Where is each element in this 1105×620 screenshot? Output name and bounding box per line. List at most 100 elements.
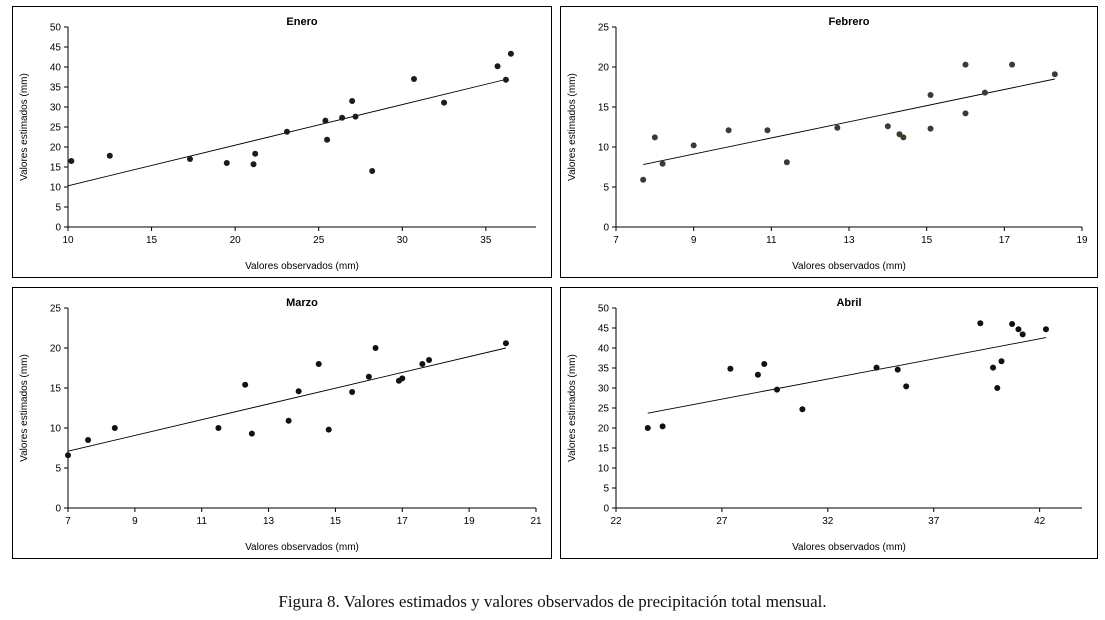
data-point — [927, 92, 934, 98]
data-point — [690, 142, 697, 149]
x-tick-label: 19 — [1076, 235, 1088, 246]
chart-svg: 0 5 10 15 20 25 30 35 40 45 50 10 15 20 25 30 35 Enero Val… — [19, 16, 536, 272]
chart-panel-febrero: 0 5 10 15 20 25 7 9 11 13 15 17 19 Febrero Valores obs… — [560, 6, 1098, 278]
y-tick-label: 25 — [598, 23, 610, 34]
data-point — [369, 168, 376, 174]
data-point — [903, 383, 910, 390]
x-axis-label: Valores observados (mm) — [245, 542, 359, 553]
data-point — [399, 375, 406, 382]
data-point — [659, 160, 666, 167]
data-point — [962, 61, 969, 68]
data-point — [187, 156, 194, 162]
y-tick-label: 10 — [598, 464, 610, 475]
data-point — [242, 381, 249, 388]
chart-title: Febrero — [829, 16, 870, 28]
data-point — [372, 345, 379, 351]
y-axis-label: Valores estimados (mm) — [567, 354, 578, 462]
y-axis-label: Valores estimados (mm) — [567, 73, 578, 181]
chart-title: Marzo — [286, 297, 318, 309]
y-tick-label: 45 — [598, 324, 610, 335]
y-tick-label: 40 — [50, 63, 62, 74]
data-point — [761, 361, 768, 367]
y-tick-label: 20 — [50, 344, 62, 355]
y-tick-label: 40 — [598, 344, 610, 355]
y-tick-label: 30 — [50, 103, 62, 114]
y-tick-label: 25 — [50, 123, 62, 134]
data-point — [419, 361, 426, 367]
y-tick-label: 0 — [55, 504, 61, 515]
data-point — [644, 425, 651, 431]
data-point — [324, 136, 331, 143]
data-point — [799, 406, 806, 413]
x-tick-label: 15 — [330, 516, 342, 527]
trend-line — [647, 337, 1047, 414]
y-tick-label: 5 — [603, 484, 609, 495]
y-tick-label: 25 — [598, 404, 610, 415]
y-tick-label: 15 — [50, 384, 62, 395]
data-point — [977, 320, 984, 327]
data-point — [349, 98, 356, 104]
data-point — [410, 76, 417, 82]
y-tick-label: 10 — [598, 143, 610, 154]
y-tick-label: 20 — [598, 424, 610, 435]
y-axis-label: Valores estimados (mm) — [19, 354, 30, 462]
y-tick-label: 50 — [598, 304, 610, 315]
data-point — [325, 426, 332, 433]
y-tick-label: 10 — [50, 183, 62, 194]
data-point — [894, 366, 901, 373]
x-axis-label: Valores observados (mm) — [792, 261, 906, 272]
data-point — [659, 423, 666, 430]
x-tick-label: 19 — [464, 516, 476, 527]
data-point — [352, 113, 359, 120]
data-point — [295, 388, 302, 395]
x-tick-label: 17 — [999, 235, 1011, 246]
data-point — [725, 127, 732, 134]
data-point — [507, 50, 514, 57]
chart-panel-marzo: 0 5 10 15 20 25 7 9 11 13 15 17 19 21 Marzo Valores obs… — [12, 287, 552, 559]
data-point — [283, 128, 290, 135]
chart-title: Abril — [836, 297, 861, 309]
x-tick-label: 25 — [313, 235, 325, 246]
data-point — [339, 114, 346, 121]
data-point — [651, 134, 658, 141]
y-tick-label: 30 — [598, 384, 610, 395]
y-tick-label: 5 — [55, 203, 61, 214]
data-point — [441, 99, 448, 106]
data-point — [349, 389, 356, 395]
x-tick-label: 11 — [766, 235, 777, 246]
data-point — [783, 159, 790, 166]
data-point — [1009, 321, 1016, 327]
data-point — [640, 176, 647, 183]
data-point — [900, 134, 907, 141]
y-tick-label: 5 — [55, 464, 61, 475]
data-point — [998, 358, 1005, 365]
figure-caption: Figura 8. Valores estimados y valores ob… — [278, 592, 827, 611]
y-tick-label: 25 — [50, 304, 62, 315]
data-point — [502, 340, 509, 347]
y-tick-label: 20 — [598, 63, 610, 74]
data-point — [990, 364, 997, 371]
data-point — [834, 124, 841, 131]
x-axis-label: Valores observados (mm) — [792, 542, 906, 553]
y-tick-label: 15 — [50, 163, 62, 174]
y-tick-label: 0 — [603, 504, 609, 515]
x-tick-label: 42 — [1034, 516, 1046, 527]
x-tick-label: 37 — [928, 516, 940, 527]
x-tick-label: 21 — [530, 516, 542, 527]
data-point — [85, 437, 92, 443]
data-point — [981, 89, 988, 96]
x-axis-label: Valores observados (mm) — [245, 261, 359, 272]
data-point — [223, 160, 230, 166]
chart-svg: 0 5 10 15 20 25 7 9 11 13 15 17 19 Febrero Valores obs… — [567, 16, 1088, 272]
y-axis-label: Valores estimados (mm) — [19, 73, 30, 181]
data-point — [68, 158, 75, 164]
data-point — [111, 425, 118, 431]
x-tick-label: 32 — [822, 516, 834, 527]
x-tick-label: 13 — [263, 516, 275, 527]
trend-line — [67, 347, 507, 452]
y-tick-label: 35 — [598, 364, 610, 375]
x-tick-label: 11 — [197, 516, 208, 527]
data-point — [248, 430, 255, 437]
data-point — [502, 76, 509, 83]
data-point — [1042, 326, 1049, 333]
